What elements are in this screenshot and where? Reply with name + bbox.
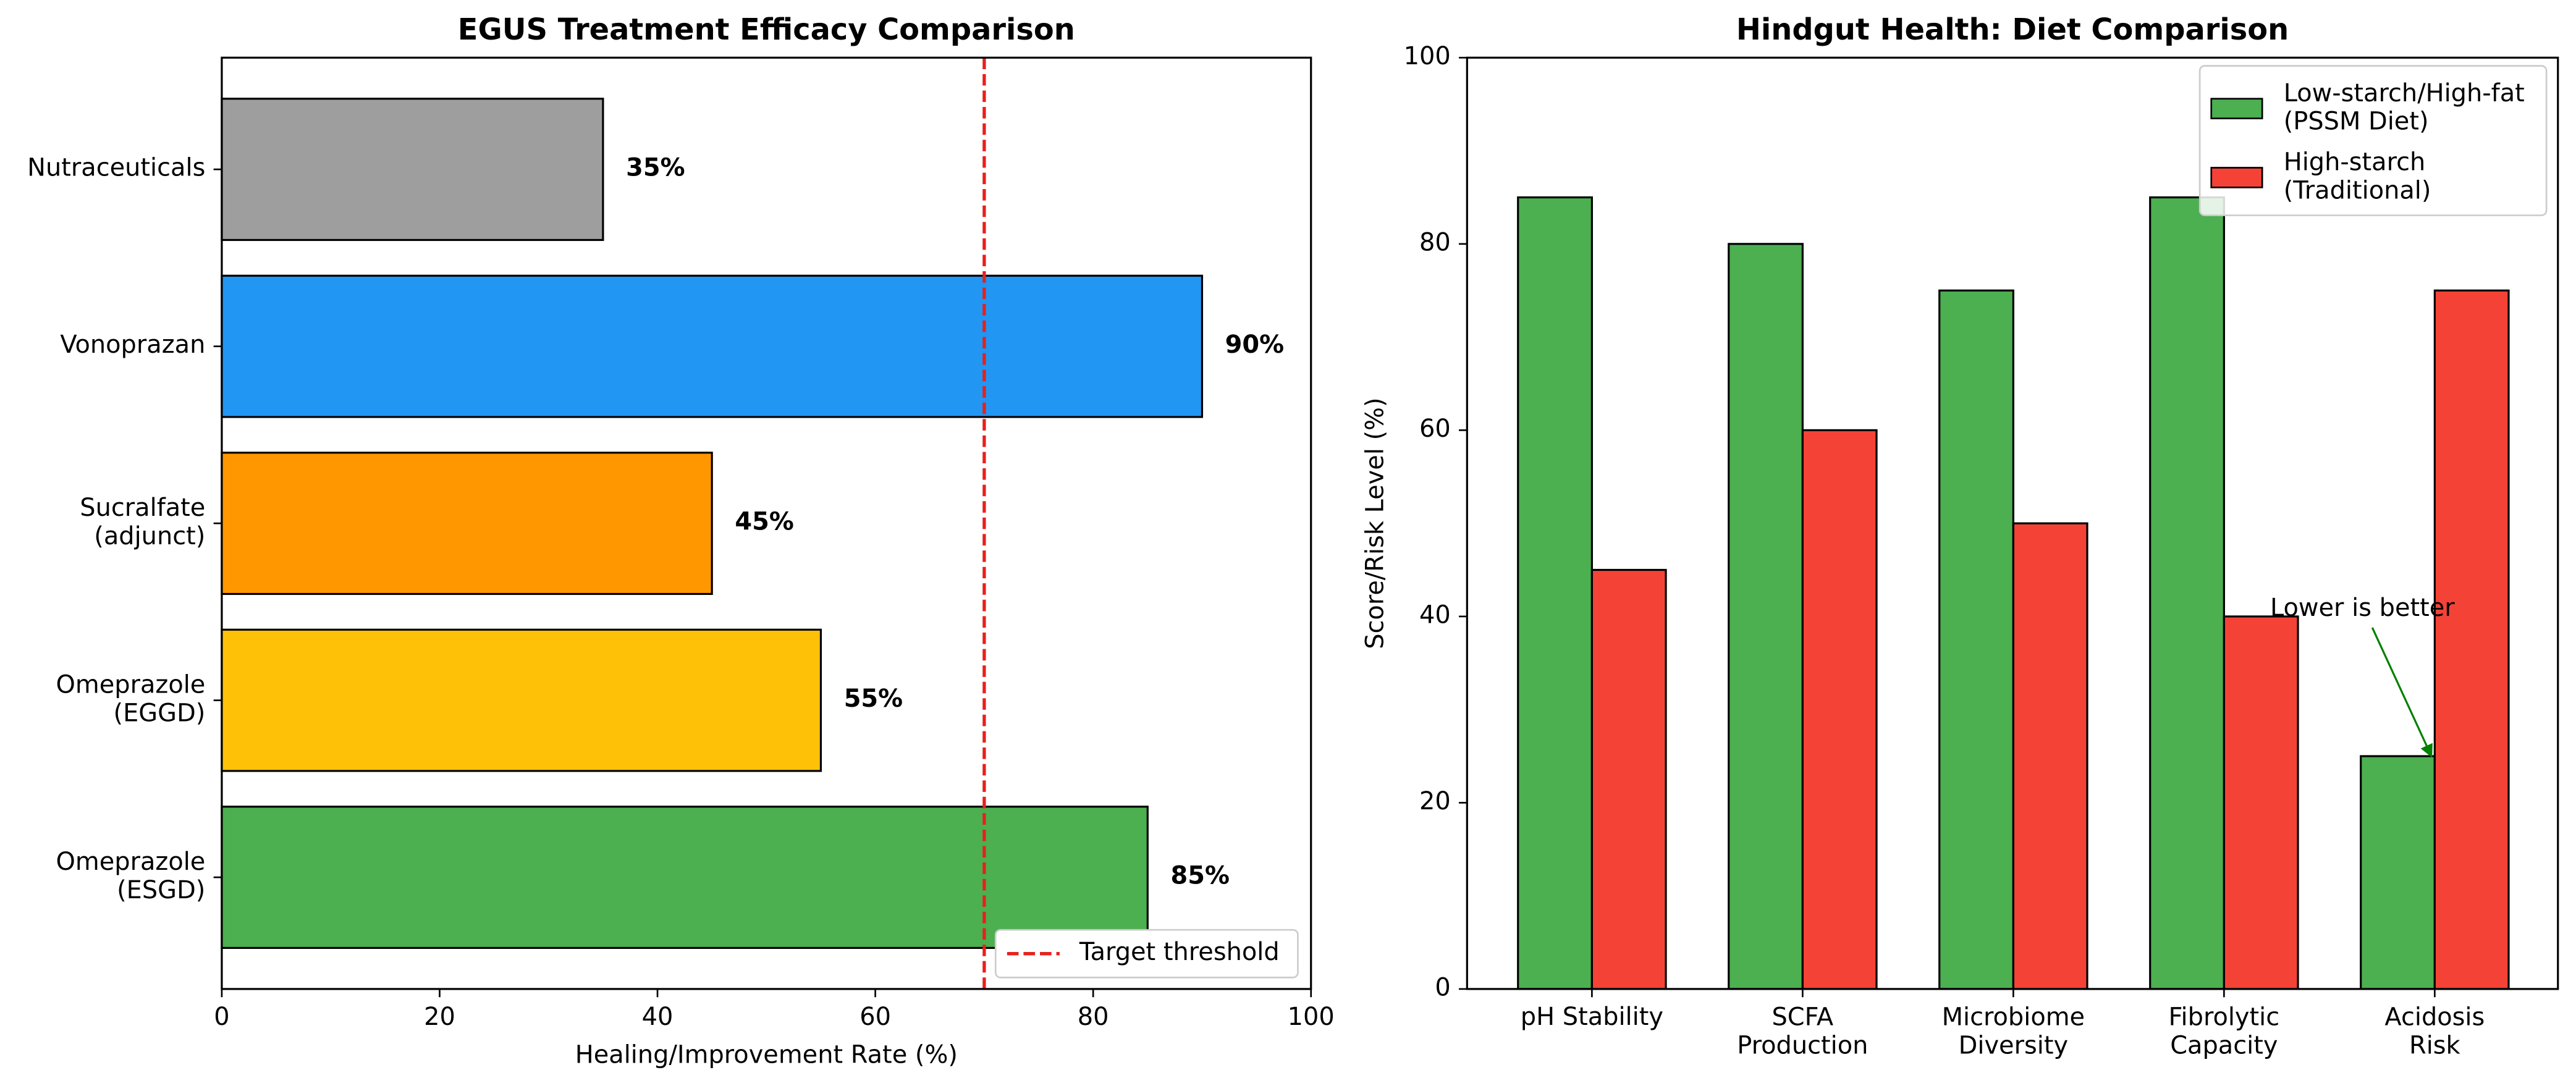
y-tick-label: 100 [1404, 42, 1451, 70]
x-tick-label: SCFA Production [1737, 1003, 1868, 1059]
bar [1728, 243, 1804, 990]
value-label: 55% [844, 685, 903, 713]
y-tick-label: 60 [1419, 415, 1451, 443]
x-tick-label: Fibrolytic Capacity [2169, 1003, 2280, 1059]
x-tick-label: pH Stability [1521, 1003, 1663, 1031]
legend-box [2198, 65, 2548, 216]
y-axis-label: Score/Risk Level (%) [1361, 397, 1390, 649]
chart-title: EGUS Treatment Efficacy Comparison [458, 13, 1075, 47]
bar [2360, 755, 2436, 990]
y-tick-label: 80 [1419, 228, 1451, 256]
x-tick-label: 0 [214, 1003, 229, 1031]
bar [221, 806, 1149, 950]
y-tick-label: Omeprazole (EGGD) [56, 670, 206, 727]
bar [1938, 289, 2014, 990]
bar [221, 628, 822, 772]
x-tick-label: 100 [1288, 1003, 1335, 1031]
x-axis-label: Healing/Improvement Rate (%) [575, 1040, 958, 1069]
annotation-arrow [2371, 627, 2433, 758]
x-tick-label: 20 [424, 1003, 455, 1031]
bar [2149, 196, 2225, 990]
bar [2223, 615, 2299, 990]
bar [2012, 522, 2088, 990]
y-tick-label: Omeprazole (ESGD) [56, 848, 206, 904]
annotation: Lower is better [2270, 594, 2455, 622]
y-tick-label: Nutraceuticals [27, 154, 205, 182]
chart-title: Hindgut Health: Diet Comparison [1736, 13, 2289, 47]
axes-frame [1466, 56, 2559, 990]
x-tick-label: Microbiome Diversity [1942, 1003, 2085, 1059]
value-label: 35% [626, 154, 685, 182]
legend-swatch [2210, 98, 2263, 120]
legend-swatch [2210, 167, 2263, 188]
bar [221, 98, 604, 242]
axes-frame [221, 56, 1312, 990]
value-label: 45% [735, 508, 793, 536]
legend-box [994, 929, 1299, 979]
legend-label: High-starch (Traditional) [2284, 148, 2431, 204]
bar [2433, 289, 2510, 990]
bar [221, 274, 1204, 418]
y-tick-label: 20 [1419, 787, 1451, 815]
bar [221, 452, 713, 596]
y-tick-label: Vonoprazan [60, 331, 205, 359]
bar [1590, 568, 1667, 990]
x-tick-label: 60 [859, 1003, 891, 1031]
y-tick-label: 40 [1419, 600, 1451, 629]
bar [1801, 429, 1878, 990]
value-label: 85% [1171, 862, 1230, 890]
value-label: 90% [1225, 331, 1284, 359]
y-tick-label: Sucralfate (adjunct) [80, 494, 205, 550]
bar [1517, 196, 1593, 990]
legend-label: Low-starch/High-fat (PSSM Diet) [2284, 78, 2525, 135]
x-tick-label: 80 [1078, 1003, 1109, 1031]
x-tick-label: 40 [642, 1003, 674, 1031]
x-tick-label: Acidosis Risk [2384, 1003, 2485, 1059]
y-tick-label: 0 [1435, 973, 1450, 1001]
legend-label: Target threshold [1079, 938, 1280, 966]
